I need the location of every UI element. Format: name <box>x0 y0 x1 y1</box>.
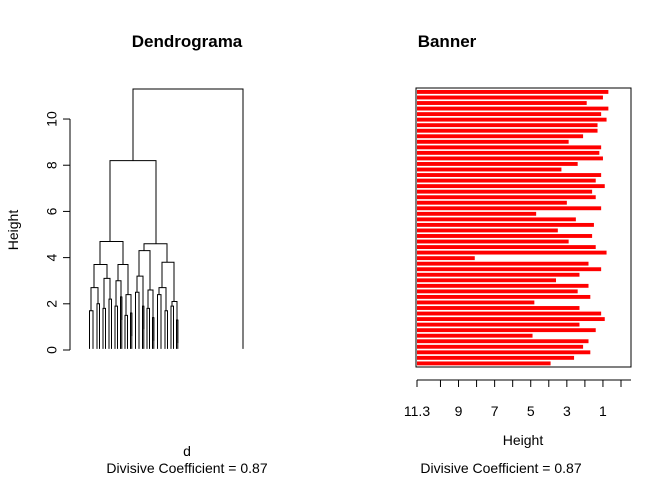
dendrogram-branch <box>135 291 140 349</box>
banner-divisive-coefficient: Divisive Coefficient = 0.87 <box>420 460 581 476</box>
dendrogram-branch <box>99 240 124 265</box>
banner-bar <box>417 128 598 133</box>
dendrogram-branch <box>89 310 94 349</box>
banner-x-axis-label: Height <box>503 432 544 448</box>
banner-bar <box>417 234 593 238</box>
dendrogram-y-tick-label: 0 <box>44 346 60 354</box>
banner-x-tick-label: 3 <box>563 403 571 419</box>
banner-bar <box>417 156 603 161</box>
banner-bar <box>417 217 576 222</box>
banner-bar <box>417 117 607 122</box>
banner-bar <box>417 150 600 155</box>
banner-bar <box>417 311 602 316</box>
banner-bar <box>417 139 569 144</box>
banner-bar <box>417 355 575 360</box>
banner-bar <box>417 123 598 128</box>
dendrogram-y-tick-label: 10 <box>44 111 60 127</box>
banner-bar <box>417 256 475 261</box>
dendrogram-y-axis: 0 2 4 6 8 10 <box>44 111 71 354</box>
dendrogram-branch <box>147 289 154 318</box>
banner-bar <box>417 272 580 277</box>
dendrogram-y-axis-label: Height <box>5 210 21 251</box>
banner-bar <box>417 278 557 283</box>
banner-bar <box>417 228 558 233</box>
dendrogram-branch <box>143 243 168 263</box>
dendrogram-branch <box>132 88 244 349</box>
banner-bar <box>417 95 603 100</box>
banner-bar <box>417 261 589 266</box>
banner-bar <box>417 167 562 172</box>
banner-bar <box>417 350 591 355</box>
banner-bar <box>417 344 584 349</box>
banner-bar <box>417 289 578 294</box>
dendrogram-branch <box>161 261 175 302</box>
banner-bar <box>417 211 537 216</box>
dendrogram-branch <box>93 264 108 288</box>
banner-bar <box>417 195 596 200</box>
banner-bar <box>417 361 551 366</box>
dendrogram-branch <box>115 280 122 307</box>
dendrogram-branch <box>157 294 162 349</box>
dendrogram-branch <box>125 294 132 316</box>
banner-title: Banner <box>418 32 477 51</box>
banner-bar <box>417 134 584 139</box>
banner-bar <box>417 173 602 177</box>
banner-x-tick-label: 5 <box>527 403 535 419</box>
banner-bar <box>417 200 567 205</box>
banner-bar <box>417 206 602 211</box>
banner-bar <box>417 283 589 288</box>
dendrogram-branch <box>171 300 178 320</box>
banner-x-axis: 11.3 9 7 5 3 1 <box>404 379 631 419</box>
banner-bar <box>417 145 602 150</box>
banner-bar <box>417 339 589 344</box>
banner-x-tick-label: 11.3 <box>404 403 430 419</box>
banner-x-tick-label: 7 <box>491 403 499 419</box>
dendrogram-branch <box>158 287 167 311</box>
banner-bar <box>417 184 605 189</box>
banner-bar <box>417 89 609 94</box>
banner-bar <box>417 222 594 227</box>
banner-bar <box>417 300 535 305</box>
dendrogram-branch <box>138 250 151 290</box>
banner-bar <box>417 267 602 272</box>
banner-panel: Banner 11.3 9 7 5 3 1 Height Divisive Coeffic… <box>404 32 632 476</box>
banner-bar <box>417 189 593 194</box>
dendrogram-branch <box>120 296 123 349</box>
dendrogram-branch <box>103 277 111 309</box>
dendrogram-title: Dendrograma <box>132 32 243 51</box>
banner-bar <box>417 239 569 244</box>
dendrogram-y-tick-label: 2 <box>44 300 60 308</box>
dendrogram-panel: Dendrograma Height d Divisive Coefficien… <box>5 32 268 476</box>
banner-bar <box>417 101 587 105</box>
dendrogram-x-axis-label: d <box>183 443 191 459</box>
dendrogram-y-tick-label: 4 <box>44 254 60 262</box>
banner-bar <box>417 106 609 111</box>
banner-bar <box>417 328 596 333</box>
banner-plot-box <box>415 87 632 368</box>
dendrogram-branch <box>109 160 157 244</box>
banner-bar <box>417 245 596 249</box>
banner-bar <box>417 317 605 322</box>
dendrogram-branch <box>136 275 144 307</box>
dendrogram-divisive-coefficient: Divisive Coefficient = 0.87 <box>106 460 267 476</box>
dendrogram-y-tick-label: 8 <box>44 161 60 169</box>
banner-bar <box>417 322 580 327</box>
banner-bar <box>417 112 602 117</box>
banner-bar <box>417 178 596 183</box>
banner-bar <box>417 294 591 299</box>
banner-bar <box>417 250 607 255</box>
dendrogram-branch <box>90 287 99 311</box>
banner-x-tick-label: 1 <box>599 403 607 419</box>
dendrogram-y-tick-label: 6 <box>44 207 60 215</box>
banner-bar <box>417 162 578 166</box>
banner-bar <box>417 333 533 338</box>
banner-x-tick-label: 9 <box>455 403 463 419</box>
banner-bar <box>417 306 580 310</box>
dendrogram-branch <box>117 264 129 295</box>
banner-bars <box>417 89 609 366</box>
dendrogram-branch <box>108 298 112 349</box>
dendrogram-tree <box>89 88 244 349</box>
